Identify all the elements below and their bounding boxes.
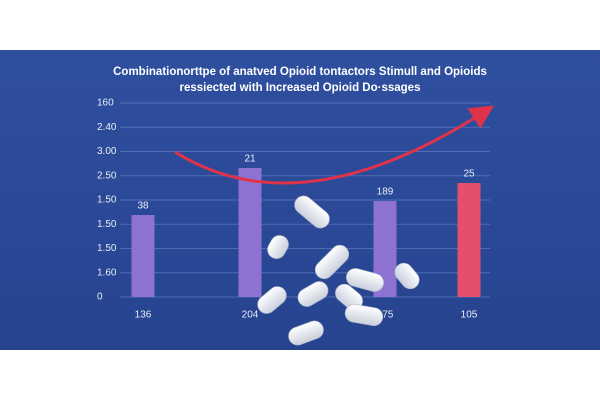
- bar: [238, 167, 262, 297]
- value-label: 189: [377, 187, 394, 198]
- x-tick-label: 204: [242, 310, 259, 321]
- y-tick-label: 1.50: [97, 195, 117, 206]
- y-tick-label: 1.50: [97, 243, 117, 254]
- y-tick-label: 2.40: [97, 122, 117, 133]
- bar: [373, 200, 397, 297]
- y-tick-label: 1.60: [97, 267, 117, 278]
- pills: [257, 195, 420, 346]
- chart-title: ressiected with Increased Opioid Do·ssag…: [180, 82, 421, 94]
- y-tick-label: 2.50: [97, 170, 117, 181]
- y-tick-label: 1.50: [97, 219, 117, 230]
- value-label: 25: [463, 169, 475, 180]
- bar: [131, 215, 155, 297]
- x-tick-label: 105: [461, 310, 478, 321]
- x-tick-label: 175: [377, 310, 394, 321]
- value-label: 38: [137, 201, 149, 212]
- trend-arrow: [174, 105, 495, 185]
- chart-title: Combinationorttpe of anatved Opioid tont…: [113, 66, 487, 78]
- y-tick-label: 160: [97, 98, 114, 109]
- bar: [457, 183, 481, 297]
- value-label: 21: [244, 154, 256, 165]
- y-tick-label: 0: [97, 292, 103, 303]
- x-tick-label: 136: [135, 310, 152, 321]
- y-tick-label: 3.00: [97, 146, 117, 157]
